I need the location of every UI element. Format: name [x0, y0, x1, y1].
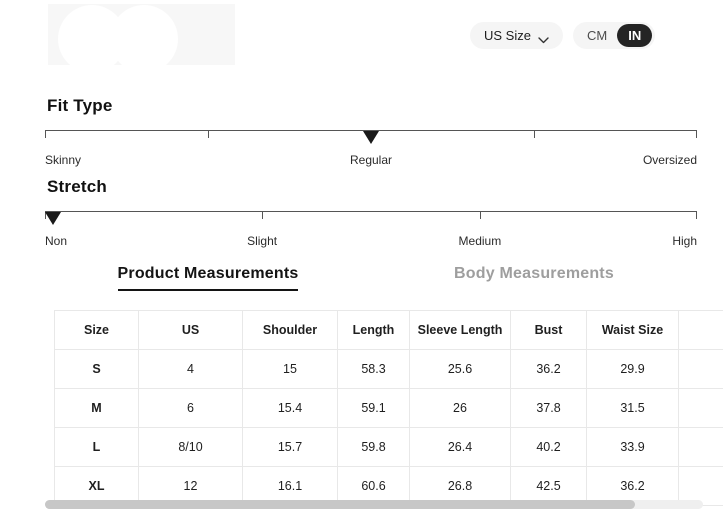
- table-body: S 4 15 58.3 25.6 36.2 29.9 M 6 15.4 59.1 26 37.8 31.5…: [54, 349, 723, 506]
- fit-type-slider: Skinny Regular Oversized: [45, 130, 697, 168]
- table-cell: 26.4: [409, 427, 511, 467]
- tab-body-measurements[interactable]: Body Measurements: [371, 265, 697, 291]
- slider-tick: [534, 131, 535, 138]
- stretch-labels: Non Slight Medium High: [45, 234, 697, 249]
- slider-label: Slight: [247, 234, 278, 248]
- table-cell-clipped: [678, 349, 723, 389]
- table-cell: 36.2: [586, 466, 679, 506]
- fit-type-track: [45, 130, 697, 144]
- table-cell: 26: [409, 388, 511, 428]
- scrollbar-thumb[interactable]: [45, 500, 635, 509]
- slider-label: Non: [45, 234, 68, 248]
- table-cell: 4: [138, 349, 243, 389]
- table-cell: 40.2: [510, 427, 587, 467]
- table-cell: 59.1: [337, 388, 410, 428]
- slider-label: Skinny: [45, 153, 82, 167]
- table-cell: 60.6: [337, 466, 410, 506]
- table-cell: 59.8: [337, 427, 410, 467]
- slider-label: Medium: [458, 234, 502, 248]
- slider-tick: [208, 131, 209, 138]
- table-cell: 42.5: [510, 466, 587, 506]
- fit-type-labels: Skinny Regular Oversized: [45, 153, 697, 168]
- column-header: US: [138, 310, 243, 350]
- slider-tick: [262, 212, 264, 219]
- table-cell: 6: [138, 388, 243, 428]
- stretch-slider: Non Slight Medium High: [45, 211, 697, 249]
- slider-marker[interactable]: [45, 212, 61, 225]
- slider-label: High: [672, 234, 697, 248]
- slider-tick: [696, 131, 697, 138]
- tab-label: Product Measurements: [117, 265, 299, 291]
- slider-label: Regular: [349, 153, 393, 167]
- column-header: Length: [337, 310, 410, 350]
- slider-tick: [45, 131, 46, 138]
- placeholder-circle: [110, 5, 178, 65]
- unit-cm-button[interactable]: CM: [587, 28, 608, 43]
- unit-in-button[interactable]: IN: [617, 24, 653, 47]
- table-cell: 16.1: [242, 466, 338, 506]
- table-row: S 4 15 58.3 25.6 36.2 29.9: [54, 349, 723, 389]
- table-cell: 29.9: [586, 349, 679, 389]
- tab-label: Body Measurements: [454, 265, 614, 282]
- slider-label: Oversized: [642, 153, 697, 167]
- measurement-table: Size US Shoulder Length Sleeve Length Bust Wai…: [54, 310, 723, 506]
- product-image-placeholder: [48, 4, 235, 65]
- unit-toggle: CM IN: [573, 22, 656, 49]
- column-header: Shoulder: [242, 310, 338, 350]
- size-system-dropdown[interactable]: US Size: [470, 22, 563, 49]
- size-cell: L: [54, 427, 139, 467]
- stretch-track: [45, 211, 697, 225]
- slider-tick: [479, 212, 481, 219]
- table-cell: 8/10: [138, 427, 243, 467]
- stretch-title: Stretch: [47, 177, 107, 196]
- table-cell: 25.6: [409, 349, 511, 389]
- column-header-clipped: [678, 310, 723, 350]
- column-header: Size: [54, 310, 139, 350]
- fit-type-title: Fit Type: [47, 96, 113, 115]
- table-cell: 33.9: [586, 427, 679, 467]
- size-cell: M: [54, 388, 139, 428]
- table-cell: 37.8: [510, 388, 587, 428]
- table-cell-clipped: [678, 388, 723, 428]
- table-cell: 15.7: [242, 427, 338, 467]
- table-cell: 15.4: [242, 388, 338, 428]
- column-header: Waist Size: [586, 310, 679, 350]
- table-cell: 58.3: [337, 349, 410, 389]
- table-cell: 36.2: [510, 349, 587, 389]
- table-cell: 26.8: [409, 466, 511, 506]
- size-cell: XL: [54, 466, 139, 506]
- table-row: M 6 15.4 59.1 26 37.8 31.5: [54, 388, 723, 428]
- size-cell: S: [54, 349, 139, 389]
- table-row: L 8/10 15.7 59.8 26.4 40.2 33.9: [54, 427, 723, 467]
- column-header: Sleeve Length: [409, 310, 511, 350]
- tab-product-measurements[interactable]: Product Measurements: [45, 265, 371, 291]
- size-system-label: US Size: [484, 28, 531, 43]
- measurement-table-wrap: Size US Shoulder Length Sleeve Length Bust Wai…: [54, 310, 723, 506]
- table-header-row: Size US Shoulder Length Sleeve Length Bust Wai…: [54, 310, 723, 350]
- table-row: XL 12 16.1 60.6 26.8 42.5 36.2: [54, 466, 723, 506]
- slider-tick: [696, 212, 697, 219]
- table-cell: 31.5: [586, 388, 679, 428]
- measurement-tabs: Product Measurements Body Measurements: [45, 265, 697, 291]
- table-cell: 15: [242, 349, 338, 389]
- slider-marker[interactable]: [363, 131, 379, 144]
- chevron-down-icon: [538, 32, 549, 44]
- table-cell-clipped: [678, 427, 723, 467]
- column-header: Bust: [510, 310, 587, 350]
- table-scrollbar[interactable]: [45, 500, 703, 509]
